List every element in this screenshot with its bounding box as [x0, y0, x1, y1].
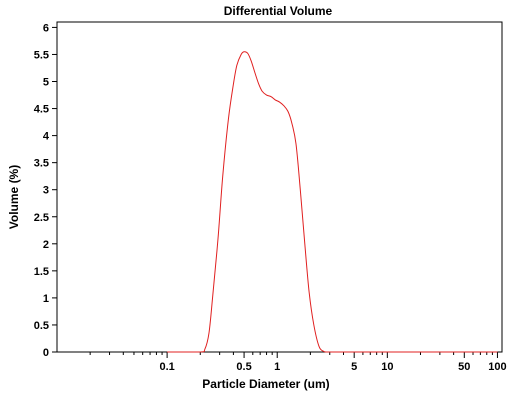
- x-tick-label: 5: [351, 361, 357, 373]
- y-tick-label: 2: [43, 239, 49, 251]
- x-tick-label: 10: [381, 361, 393, 373]
- y-tick-label: 5: [43, 77, 49, 89]
- y-tick-label: 6: [43, 22, 49, 34]
- y-tick-label: 3: [43, 185, 49, 197]
- y-tick-label: 3.5: [34, 158, 49, 170]
- x-tick-label: 100: [488, 361, 506, 373]
- x-tick-label: 0.1: [159, 361, 174, 373]
- y-tick-label: 1: [43, 293, 49, 305]
- chart-title: Differential Volume: [224, 4, 333, 18]
- plot-frame: [56, 21, 503, 353]
- y-tick-label: 4.5: [34, 104, 49, 116]
- y-axis: 0 0.5 1 1.5 2 2.5 3 3.5 4 4.5 5 5.5 6: [34, 22, 57, 359]
- y-tick-label: 4: [43, 131, 50, 143]
- series-line: [167, 51, 498, 353]
- x-axis-title: Particle Diameter (um): [202, 377, 329, 391]
- x-tick-label: 0.5: [236, 361, 251, 373]
- y-tick-label: 0.5: [34, 320, 49, 332]
- y-tick-label: 2.5: [34, 212, 49, 224]
- x-tick-label: 1: [274, 361, 280, 373]
- y-axis-title: Volume (%): [7, 165, 21, 229]
- y-tick-label: 5.5: [34, 49, 49, 61]
- x-axis: 0.1 0.5 1 5 10 50 100: [89, 352, 507, 373]
- y-tick-label: 0: [43, 347, 49, 359]
- x-tick-label: 50: [458, 361, 470, 373]
- y-tick-label: 1.5: [34, 266, 49, 278]
